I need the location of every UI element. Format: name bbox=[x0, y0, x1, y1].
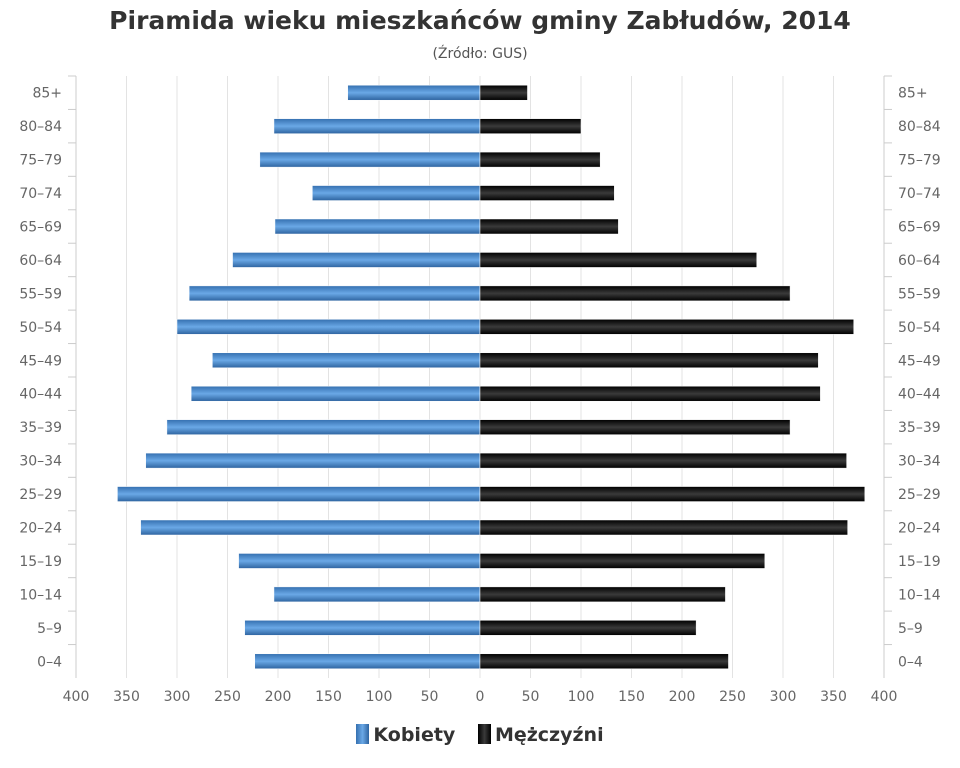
x-tick-label: 400 bbox=[871, 689, 898, 705]
bar-mezczyzni bbox=[479, 519, 848, 536]
y-tick-label-left: 35–39 bbox=[19, 420, 62, 436]
y-tick-label-left: 75–79 bbox=[19, 153, 62, 169]
legend-label: Kobiety bbox=[373, 724, 456, 746]
bar-kobiety bbox=[273, 586, 481, 603]
y-tick-label-left: 25–29 bbox=[19, 487, 62, 503]
x-tick-label: 50 bbox=[522, 689, 540, 705]
bar-mezczyzni bbox=[479, 385, 821, 402]
bar-kobiety bbox=[273, 118, 481, 134]
x-tick-label: 200 bbox=[669, 689, 696, 705]
chart-subtitle: (Źródło: GUS) bbox=[432, 46, 528, 62]
x-tick-label: 400 bbox=[63, 689, 90, 705]
legend-swatch bbox=[477, 724, 491, 744]
y-tick-label-right: 15–19 bbox=[898, 554, 941, 570]
bar-kobiety bbox=[347, 84, 481, 101]
y-tick-label-right: 55–59 bbox=[898, 286, 941, 302]
y-tick-label-left: 30–34 bbox=[19, 454, 62, 470]
y-tick-label-left: 0–4 bbox=[37, 654, 62, 670]
bar-kobiety bbox=[312, 185, 481, 201]
y-tick-label-right: 5–9 bbox=[898, 621, 923, 637]
bar-mezczyzni bbox=[479, 620, 697, 636]
y-tick-label-left: 60–64 bbox=[19, 253, 62, 269]
bar-kobiety bbox=[259, 151, 481, 168]
bar-mezczyzni bbox=[479, 218, 619, 235]
bar-kobiety bbox=[190, 385, 481, 402]
y-tick-label-left: 85+ bbox=[32, 86, 62, 102]
y-tick-label-right: 25–29 bbox=[898, 487, 941, 503]
y-tick-label-right: 0–4 bbox=[898, 654, 923, 670]
x-tick-label: 150 bbox=[618, 689, 645, 705]
y-tick-label-right: 10–14 bbox=[898, 587, 941, 603]
y-tick-label-left: 15–19 bbox=[19, 554, 62, 570]
y-tick-label-left: 5–9 bbox=[37, 621, 62, 637]
bar-kobiety bbox=[188, 285, 481, 302]
bar-mezczyzni bbox=[479, 553, 766, 569]
x-tick-label: 250 bbox=[214, 689, 241, 705]
bar-kobiety bbox=[117, 486, 481, 502]
y-tick-label-right: 65–69 bbox=[898, 220, 941, 236]
y-tick-label-right: 30–34 bbox=[898, 454, 941, 470]
x-tick-label: 300 bbox=[164, 689, 191, 705]
legend: Kobiety Mężczyźni bbox=[0, 724, 960, 746]
bar-kobiety bbox=[244, 620, 481, 636]
y-tick-label-left: 70–74 bbox=[19, 186, 62, 202]
bar-mezczyzni bbox=[479, 252, 757, 268]
bar-kobiety bbox=[212, 352, 481, 369]
x-tick-label: 150 bbox=[315, 689, 342, 705]
y-tick-label-left: 50–54 bbox=[19, 320, 62, 336]
y-tick-label-right: 50–54 bbox=[898, 320, 941, 336]
bar-mezczyzni bbox=[479, 352, 819, 369]
y-tick-label-right: 40–44 bbox=[898, 387, 941, 403]
bar-kobiety bbox=[254, 653, 481, 670]
x-tick-label: 300 bbox=[770, 689, 797, 705]
y-tick-label-right: 75–79 bbox=[898, 153, 941, 169]
bar-mezczyzni bbox=[479, 285, 791, 302]
y-tick-label-right: 85+ bbox=[898, 86, 928, 102]
y-tick-label-left: 65–69 bbox=[19, 220, 62, 236]
bar-mezczyzni bbox=[479, 653, 729, 670]
bar-kobiety bbox=[140, 519, 481, 536]
y-tick-label-left: 55–59 bbox=[19, 286, 62, 302]
y-tick-label-right: 35–39 bbox=[898, 420, 941, 436]
bar-mezczyzni bbox=[479, 319, 854, 335]
y-tick-label-right: 80–84 bbox=[898, 119, 941, 135]
x-tick-label: 100 bbox=[568, 689, 595, 705]
x-tick-label: 0 bbox=[476, 689, 485, 705]
y-tick-label-right: 70–74 bbox=[898, 186, 941, 202]
legend-swatch bbox=[356, 724, 370, 744]
y-tick-label-left: 80–84 bbox=[19, 119, 62, 135]
bar-mezczyzni bbox=[479, 118, 582, 134]
bar-kobiety bbox=[238, 553, 481, 569]
chart-title: Piramida wieku mieszkańców gminy Zabłudó… bbox=[109, 6, 851, 35]
y-tick-label-right: 45–49 bbox=[898, 353, 941, 369]
y-tick-label-right: 60–64 bbox=[898, 253, 941, 269]
x-tick-label: 250 bbox=[719, 689, 746, 705]
x-tick-label: 100 bbox=[366, 689, 393, 705]
x-tick-label: 50 bbox=[421, 689, 439, 705]
x-tick-label: 350 bbox=[820, 689, 847, 705]
y-tick-label-left: 40–44 bbox=[19, 387, 62, 403]
y-tick-label-left: 45–49 bbox=[19, 353, 62, 369]
bar-kobiety bbox=[176, 319, 481, 335]
x-tick-label: 200 bbox=[265, 689, 292, 705]
y-tick-label-right: 20–24 bbox=[898, 521, 941, 537]
bar-mezczyzni bbox=[479, 151, 601, 168]
legend-item-kobiety[interactable]: Kobiety bbox=[356, 724, 455, 746]
bar-kobiety bbox=[274, 218, 481, 235]
x-tick-label: 350 bbox=[113, 689, 140, 705]
bar-mezczyzni bbox=[479, 486, 866, 502]
bar-kobiety bbox=[166, 419, 481, 435]
bar-mezczyzni bbox=[479, 586, 726, 603]
bar-mezczyzni bbox=[479, 452, 847, 469]
y-tick-label-left: 10–14 bbox=[19, 587, 62, 603]
y-tick-label-left: 20–24 bbox=[19, 521, 62, 537]
legend-item-mezczyzni[interactable]: Mężczyźni bbox=[477, 724, 604, 746]
bar-kobiety bbox=[232, 252, 481, 268]
bar-kobiety bbox=[145, 452, 481, 469]
legend-label: Mężczyźni bbox=[494, 724, 604, 746]
bar-mezczyzni bbox=[479, 185, 615, 201]
bar-mezczyzni bbox=[479, 84, 528, 101]
bar-mezczyzni bbox=[479, 419, 791, 435]
